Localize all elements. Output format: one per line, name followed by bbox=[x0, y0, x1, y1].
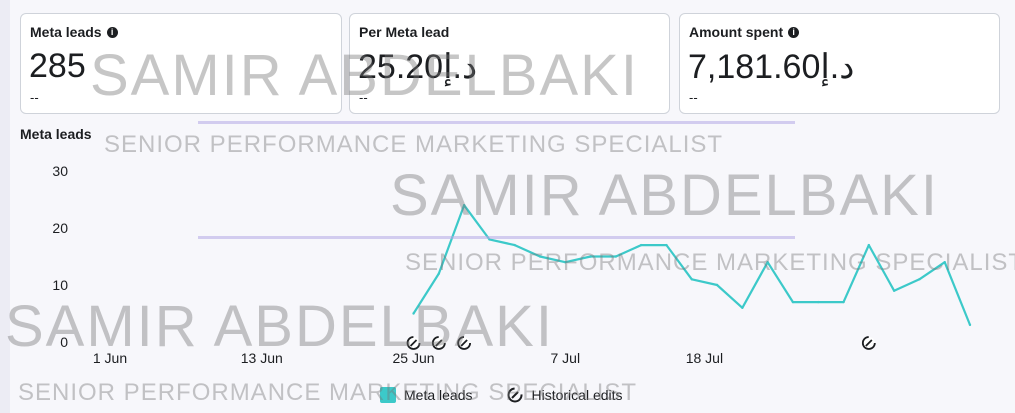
card-label: Per Meta lead bbox=[359, 24, 449, 40]
info-icon[interactable]: i bbox=[788, 26, 800, 38]
legend-historical-edits[interactable]: Historical edits bbox=[506, 386, 623, 404]
legend-label-meta-leads[interactable]: Meta leads bbox=[404, 387, 473, 403]
watermark-divider bbox=[198, 236, 795, 239]
historical-edit-marker-slash bbox=[865, 339, 873, 347]
info-icon[interactable]: i bbox=[106, 26, 118, 38]
data-point bbox=[943, 261, 946, 264]
card-delta: -- bbox=[359, 90, 368, 105]
data-point bbox=[791, 300, 795, 304]
data-point bbox=[817, 300, 820, 304]
card-label-text: Per Meta lead bbox=[359, 24, 450, 40]
card-value: 7,181.60د.إ bbox=[688, 48, 855, 86]
historical-edit-marker-slash bbox=[409, 339, 418, 347]
y-tick-label: 30 bbox=[52, 163, 68, 179]
chart-title: Meta leads bbox=[20, 126, 92, 142]
left-edge-strip bbox=[0, 0, 10, 413]
watermark-divider bbox=[198, 121, 795, 124]
card-delta: -- bbox=[30, 90, 39, 105]
data-point bbox=[842, 300, 845, 304]
card-label: Amount spent i bbox=[689, 24, 800, 40]
historical-edit-marker-slash bbox=[435, 339, 443, 347]
x-tick-label: 13 Jun bbox=[241, 350, 283, 366]
card-label-text: Amount spent bbox=[689, 24, 784, 40]
x-tick-label: 7 Jul bbox=[551, 350, 581, 366]
card-value: 25.20د.إ bbox=[358, 48, 478, 86]
x-tick-label: 18 Jul bbox=[686, 350, 723, 366]
data-point bbox=[690, 278, 693, 281]
data-point bbox=[766, 261, 769, 264]
card-value: 285 bbox=[29, 47, 86, 85]
x-tick-label: 1 Jun bbox=[93, 350, 127, 366]
data-point bbox=[538, 255, 542, 258]
data-point bbox=[715, 283, 719, 287]
y-tick-label: 0 bbox=[60, 334, 68, 350]
x-tick-label: 25 Jun bbox=[393, 350, 435, 366]
legend-label-historical-edits: Historical edits bbox=[531, 387, 623, 403]
data-point bbox=[867, 243, 871, 247]
data-point bbox=[412, 312, 415, 315]
line-chart: 0 10 20 30 1 Jun 13 Jun 25 Jun 7 Jul 18 Jul bbox=[52, 163, 972, 366]
series-line-meta-leads bbox=[412, 204, 972, 326]
legend-swatch-meta-leads bbox=[380, 387, 396, 403]
data-point bbox=[614, 255, 618, 258]
card-label-text: Meta leads bbox=[30, 24, 102, 40]
data-point bbox=[639, 243, 643, 247]
historical-edit-icon bbox=[507, 387, 523, 403]
data-point bbox=[665, 243, 668, 247]
metric-card-meta-leads[interactable]: Meta leads i 285 -- bbox=[20, 13, 342, 114]
metric-card-per-meta-lead[interactable]: Per Meta lead 25.20د.إ -- bbox=[349, 13, 670, 114]
card-label: Meta leads i bbox=[30, 24, 118, 40]
y-tick-label: 20 bbox=[52, 220, 68, 236]
data-point bbox=[564, 261, 567, 264]
historical-edit-marker-slash bbox=[460, 339, 468, 347]
card-delta: -- bbox=[689, 90, 698, 105]
chart-legend: Meta leads Historical edits bbox=[380, 386, 623, 404]
data-point bbox=[892, 289, 896, 292]
data-point bbox=[437, 272, 441, 275]
data-point bbox=[968, 323, 972, 327]
data-point bbox=[462, 204, 466, 207]
metric-card-amount-spent[interactable]: Amount spent i 7,181.60د.إ -- bbox=[679, 13, 1000, 114]
data-point bbox=[589, 255, 592, 258]
data-point bbox=[741, 306, 744, 309]
y-tick-label: 10 bbox=[52, 277, 68, 293]
data-point bbox=[513, 243, 516, 247]
data-point bbox=[918, 278, 921, 281]
